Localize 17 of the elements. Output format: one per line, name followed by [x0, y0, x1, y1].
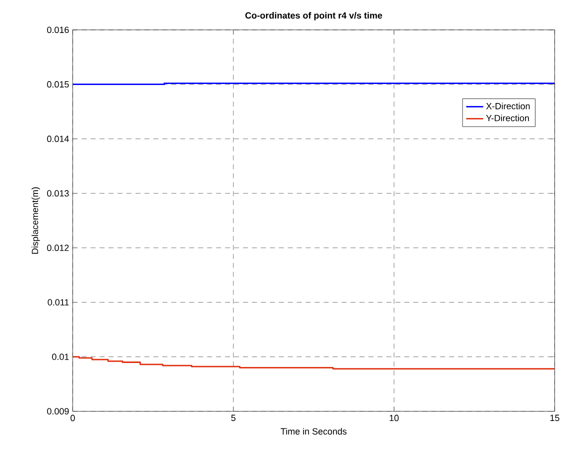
x-tick-label: 10 [390, 414, 399, 422]
y-tick-label: 0.012 [47, 244, 69, 251]
y-tick-label: 0.013 [47, 190, 69, 196]
y-tick-label: 0.014 [47, 136, 69, 142]
y-tick-label: 0.016 [47, 26, 69, 34]
y-axis-title: Displacement(m) [32, 187, 40, 254]
legend-label: X-Direction [486, 102, 530, 110]
chart-title: Co-ordinates of point r4 v/s time [245, 12, 382, 20]
y-tick-label: 0.015 [47, 81, 69, 88]
x-axis-title: Time in Seconds [280, 428, 347, 435]
x-tick-label: 0 [70, 414, 75, 422]
y-tick-label: 0.01 [52, 354, 69, 360]
x-tick-label: 15 [550, 414, 560, 422]
y-tick-label: 0.011 [48, 299, 69, 306]
legend-label: Y-Direction [486, 114, 529, 122]
x-tick-label: 5 [231, 414, 236, 422]
y-tick-label: 0.009 [47, 408, 69, 414]
